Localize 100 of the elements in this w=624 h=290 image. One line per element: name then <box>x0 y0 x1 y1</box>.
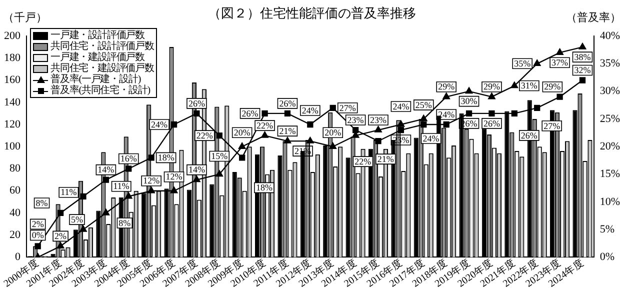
point <box>194 110 200 117</box>
point <box>216 170 224 177</box>
data-label: 2% <box>32 219 44 230</box>
point <box>56 242 64 249</box>
point <box>261 131 268 138</box>
point <box>465 87 473 94</box>
y2-tick-label: 5% <box>600 223 615 236</box>
data-label: 24% <box>422 133 440 144</box>
data-label: 0% <box>32 230 44 240</box>
y-tick-label: 100 <box>4 140 21 153</box>
point <box>534 104 540 111</box>
point <box>148 154 154 161</box>
point <box>80 193 86 200</box>
data-label: 29% <box>544 82 562 92</box>
point <box>80 225 87 232</box>
data-label: 11% <box>113 181 130 192</box>
data-label: 30% <box>460 96 478 106</box>
data-label: 26% <box>483 118 500 128</box>
data-label: 26% <box>279 98 296 108</box>
data-label: 16% <box>120 154 138 164</box>
data-label: 37% <box>552 57 569 68</box>
y2-tick-label: 25% <box>600 112 620 125</box>
point <box>488 110 495 117</box>
point <box>126 166 132 172</box>
point <box>374 126 382 132</box>
point <box>102 208 110 216</box>
y-tick-label: 180 <box>4 52 21 64</box>
data-label: 21% <box>377 154 394 164</box>
data-label: 14% <box>188 164 206 175</box>
y-tick-label: 20 <box>10 228 21 241</box>
point <box>170 121 178 128</box>
point <box>556 48 564 55</box>
point <box>398 126 404 134</box>
point <box>216 132 222 139</box>
y2-tick-label: 30% <box>600 85 620 98</box>
y-tick-label: 60 <box>10 184 21 197</box>
y2-tick-label: 0% <box>600 251 615 264</box>
y2-tick-label: 10% <box>600 196 620 208</box>
data-label: 15% <box>211 151 228 162</box>
data-label: 11% <box>60 187 78 198</box>
point <box>170 186 178 194</box>
point <box>556 94 563 100</box>
y-tick-label: 40 <box>10 206 21 219</box>
point <box>375 138 382 144</box>
data-label: 32% <box>574 65 592 76</box>
data-label: 31% <box>520 80 538 91</box>
data-label: 18% <box>256 182 273 193</box>
data-label: 20% <box>324 127 342 138</box>
legend-label: 一戸建・設計評価戸数 <box>50 30 145 41</box>
y2-tick-label: 20% <box>600 140 620 153</box>
point <box>307 121 314 128</box>
point <box>193 176 200 182</box>
point <box>329 142 336 149</box>
data-label: 22% <box>354 156 372 166</box>
point <box>306 136 314 144</box>
data-label: 14% <box>98 164 115 175</box>
point <box>443 121 450 128</box>
y2-tick-label: 35% <box>600 58 620 70</box>
data-label: 26% <box>242 108 259 118</box>
y-tick-label: 80 <box>10 162 21 175</box>
data-label: 12% <box>143 176 160 186</box>
point <box>238 142 246 149</box>
point <box>57 210 64 216</box>
data-label: 35% <box>514 58 532 69</box>
point <box>442 92 450 100</box>
y2-tick-label: 40% <box>600 30 620 42</box>
data-label: 27% <box>339 102 356 113</box>
point <box>102 176 109 183</box>
point <box>510 82 518 88</box>
data-label: 2% <box>54 231 68 242</box>
point <box>284 110 291 117</box>
point <box>284 136 292 144</box>
point <box>330 104 336 111</box>
y-tick-label: 160 <box>4 74 21 86</box>
point <box>466 110 472 117</box>
y-tick-label: 120 <box>4 118 21 130</box>
point <box>34 243 41 250</box>
data-label: 20% <box>234 127 251 138</box>
y-axis-title: （千戸） <box>3 10 47 24</box>
data-label: 24% <box>392 101 410 112</box>
data-label: 24% <box>302 105 319 116</box>
data-label: 27% <box>544 120 561 131</box>
y-tick-label: 200 <box>4 30 21 42</box>
data-label: 21% <box>279 126 296 136</box>
point <box>420 114 428 122</box>
legend-label: 共同住宅・設計評価戸数 <box>50 41 154 52</box>
point <box>262 110 268 117</box>
data-label: 25% <box>415 100 432 110</box>
point <box>579 77 586 84</box>
data-label: 8% <box>36 198 48 208</box>
point <box>397 120 405 127</box>
data-label: 22% <box>196 130 214 140</box>
data-label: 29% <box>483 82 500 92</box>
data-label: 12% <box>166 172 183 182</box>
data-label: 29% <box>438 82 456 92</box>
point <box>511 110 518 117</box>
data-label: 8% <box>118 218 132 228</box>
data-label: 23% <box>370 114 387 125</box>
data-label: 24% <box>151 119 168 130</box>
y-tick-label: 140 <box>4 96 21 108</box>
